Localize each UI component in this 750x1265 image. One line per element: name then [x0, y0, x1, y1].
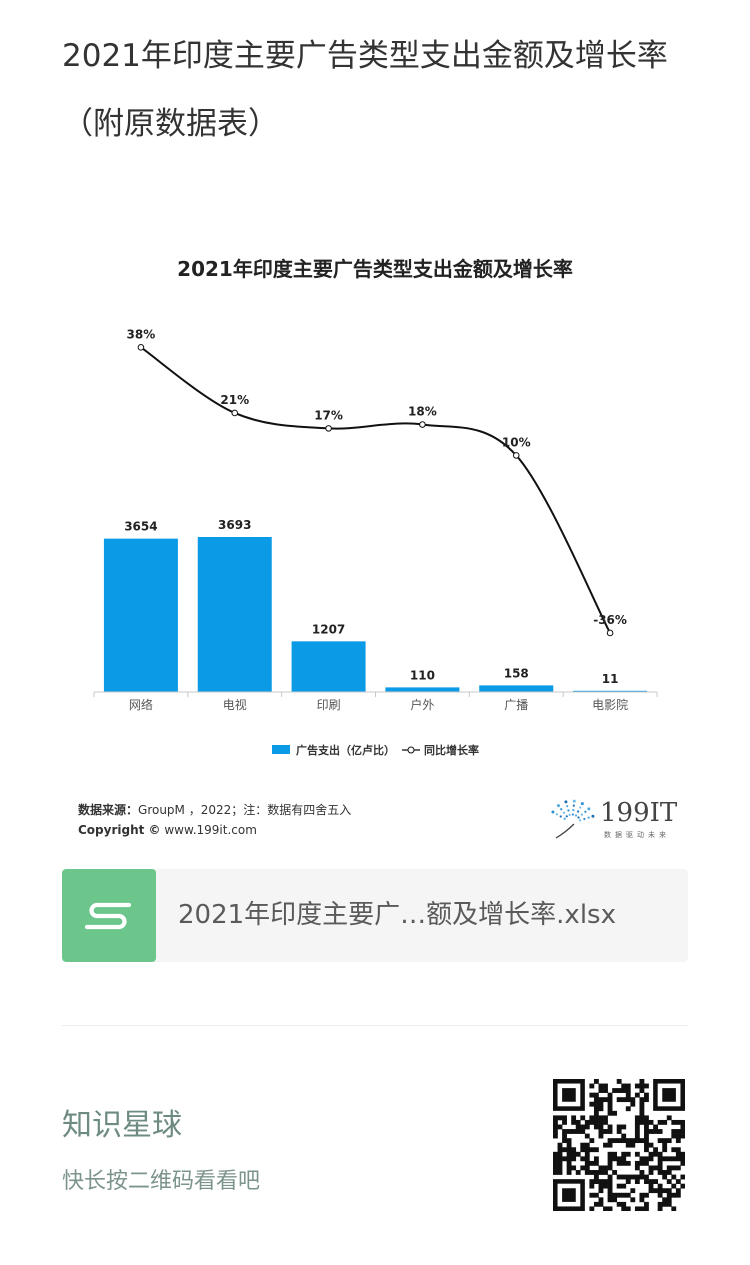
- spreadsheet-s-icon: [62, 869, 156, 962]
- chart-legend: 广告支出（亿卢比） 同比增长率: [272, 743, 479, 757]
- bar-5: [479, 685, 554, 692]
- chart-copyright: Copyright © www.199it.com: [78, 823, 257, 837]
- logo-dot: [587, 816, 590, 819]
- chart-figure: 2021年印度主要广告类型支出金额及增长率 3654 3693 1207 110 158…: [0, 220, 750, 860]
- line-layer: 38% 21% 17% 18% 10% -36%: [127, 327, 627, 637]
- logo-dot: [574, 814, 578, 817]
- logo-dot: [562, 811, 566, 814]
- divider: [62, 1025, 688, 1026]
- copyright-url: www.199it.com: [161, 823, 257, 837]
- attachment-card[interactable]: 2021年印度主要广…额及增长率.xlsx: [62, 869, 688, 962]
- logo-dot: [560, 808, 563, 811]
- growth-line: [140, 346, 611, 634]
- logo-199it: 199IT 数据驱动未来: [551, 798, 678, 839]
- logo-text: 199IT: [600, 798, 678, 828]
- x-tick-label: 户外: [410, 697, 434, 712]
- bar-value-label: 11: [602, 672, 619, 686]
- legend-line-marker: [407, 746, 415, 754]
- logo-dot: [568, 813, 571, 816]
- bar-value-label: 3654: [124, 520, 157, 534]
- line-marker: [325, 425, 332, 432]
- logo-dot: [572, 808, 575, 812]
- chart-source: 数据来源：GroupM ，2022；注：数据有四舍五入: [78, 802, 351, 817]
- legend-bar-label: 广告支出（亿卢比）: [296, 743, 395, 757]
- logo-dot: [580, 802, 584, 806]
- bar-value-label: 3693: [218, 518, 251, 532]
- logo-dot: [584, 810, 587, 813]
- logo-dot: [571, 813, 574, 816]
- logo-dot: [559, 815, 562, 818]
- chart-title: 2021年印度主要广告类型支出金额及增长率: [177, 257, 573, 281]
- chart-svg: 2021年印度主要广告类型支出金额及增长率 3654 3693 1207 110 158…: [78, 257, 678, 839]
- logo-dot: [587, 807, 591, 811]
- logo-dot: [556, 804, 560, 808]
- bar-2: [197, 537, 272, 692]
- bar-6: [573, 690, 648, 692]
- bar-value-label: 110: [410, 668, 435, 682]
- legend-line-label: 同比增长率: [424, 743, 479, 757]
- line-marker: [512, 452, 520, 459]
- article-title: 2021年印度主要广告类型支出金额及增长率（附原数据表）: [62, 38, 668, 142]
- logo-dot: [567, 809, 570, 812]
- source-text: GroupM ，2022；注：数据有四舍五入: [138, 802, 351, 817]
- legend-bar-swatch: [272, 745, 290, 754]
- promo-title: 知识星球: [62, 1108, 182, 1143]
- x-tick-label: 印刷: [317, 698, 341, 712]
- logo-dot: [578, 819, 582, 822]
- attachment-file-name: 2021年印度主要广…额及增长率.xlsx: [178, 900, 616, 930]
- line-value-label: 10%: [502, 435, 531, 449]
- logo-dot: [563, 817, 566, 820]
- logo-dot: [583, 817, 586, 821]
- bar-1: [103, 538, 178, 692]
- x-tick-label: 电影院: [592, 698, 628, 712]
- line-marker: [231, 409, 239, 417]
- copyright-label: Copyright ©: [78, 823, 161, 837]
- logo-dot: [572, 799, 576, 803]
- s-glyph-icon: [85, 902, 131, 930]
- line-value-label: 17%: [314, 408, 343, 422]
- logo-tagline: 数据驱动未来: [604, 830, 670, 839]
- bar-4: [385, 687, 460, 692]
- x-tick-label: 广播: [504, 698, 528, 712]
- qr-code-svg: [553, 1079, 686, 1212]
- x-tick-label: 电视: [223, 697, 247, 712]
- line-marker: [137, 344, 145, 351]
- bar-3: [291, 641, 366, 692]
- logo-dot: [565, 815, 568, 818]
- logo-dot: [572, 804, 575, 807]
- line-marker: [606, 629, 614, 637]
- line-value-label: 38%: [127, 327, 156, 341]
- x-tick-label: 网络: [129, 697, 153, 712]
- logo-dot: [555, 813, 558, 816]
- logo-dot: [566, 805, 569, 808]
- bar-value-label: 158: [504, 666, 529, 680]
- axis-layer: 网络 电视 印刷 户外 广播 电影院: [93, 691, 658, 712]
- line-value-label: -36%: [593, 613, 627, 627]
- promo-subtitle: 快长按二维码看看吧: [62, 1169, 261, 1194]
- logo-dot: [579, 806, 582, 809]
- line-value-label: 18%: [408, 405, 437, 419]
- logo-dots-icon: [551, 799, 595, 839]
- qr-code-icon[interactable]: [553, 1079, 686, 1212]
- logo-stem: [555, 823, 575, 839]
- line-marker: [419, 421, 426, 428]
- logo-dot: [551, 810, 555, 814]
- logo-dot: [591, 814, 595, 818]
- logo-dot: [577, 810, 580, 813]
- bar-value-label: 1207: [312, 622, 345, 636]
- logo-dot: [577, 816, 580, 819]
- line-value-label: 21%: [220, 393, 249, 407]
- source-label: 数据来源：: [78, 802, 138, 817]
- logo-dot: [580, 813, 584, 816]
- bars-layer: 3654 3693 1207 110 158 11: [103, 518, 648, 692]
- logo-dot: [564, 800, 568, 804]
